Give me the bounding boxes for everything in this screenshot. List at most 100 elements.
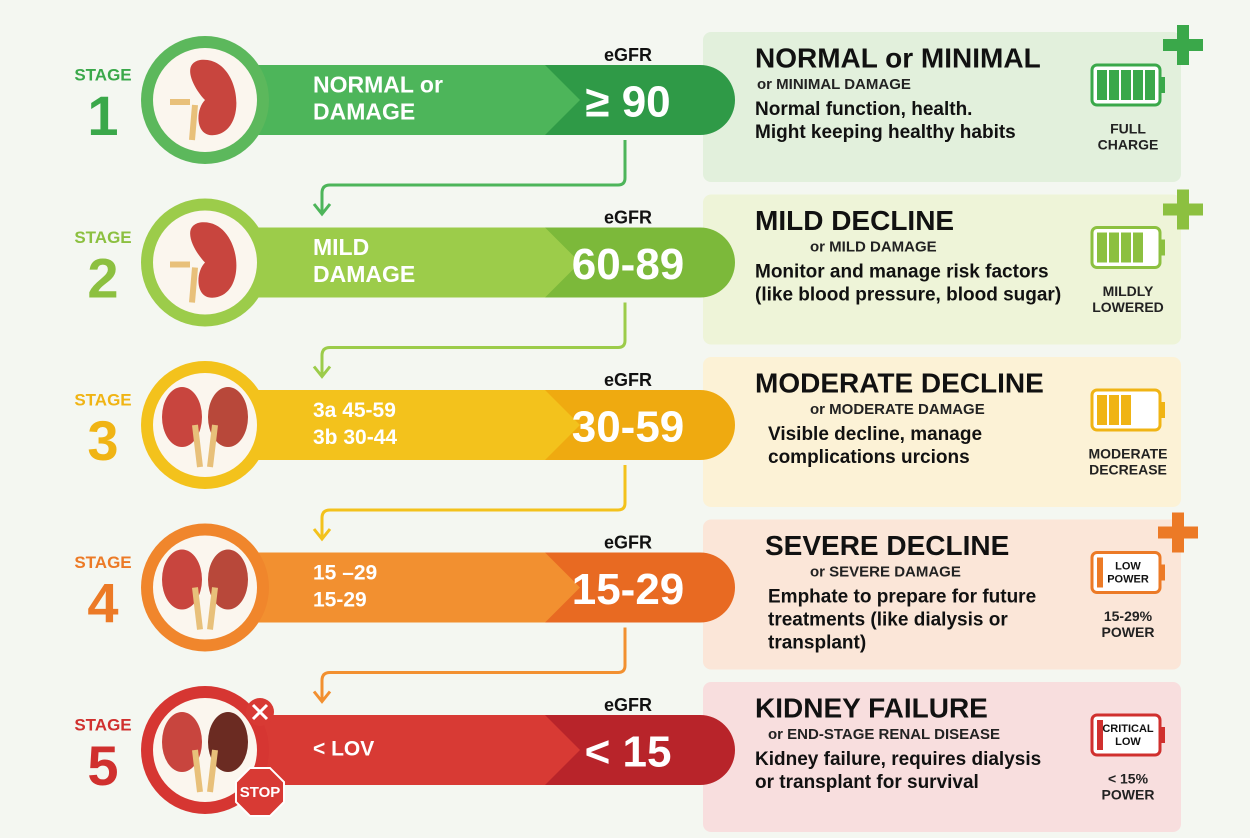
- connector-arrow: [312, 203, 332, 217]
- kidney-icon: [190, 59, 237, 136]
- stage-title: MODERATE DECLINE: [755, 367, 1044, 398]
- battery-status: MILDLY: [1103, 283, 1154, 299]
- stage-card: [703, 519, 1181, 670]
- kidney-icon: [162, 387, 202, 447]
- stage-description: Kidney failure, requires dialysis: [755, 749, 1041, 770]
- stage-subtitle: or SEVERE DAMAGE: [810, 563, 961, 580]
- stop-text: STOP: [240, 784, 281, 801]
- connector: [320, 627, 627, 700]
- battery-level: [1109, 70, 1119, 100]
- connector: [320, 465, 627, 537]
- stage-band: [240, 390, 580, 460]
- stage-label: STAGE: [74, 553, 131, 572]
- stage-band: [240, 552, 580, 623]
- battery-label: LOW: [1115, 560, 1141, 572]
- battery-status: DECREASE: [1089, 462, 1167, 478]
- egfr-label: eGFR: [604, 370, 652, 390]
- battery-tip: [1160, 402, 1165, 418]
- egfr-band: [540, 552, 735, 623]
- battery-status: POWER: [1102, 624, 1155, 640]
- battery-tip: [1160, 727, 1165, 743]
- band-text: NORMAL or: [313, 72, 443, 98]
- ureter: [170, 261, 198, 303]
- battery-level: [1145, 70, 1155, 100]
- battery-status: < 15%: [1108, 771, 1149, 787]
- battery-status: MODERATE: [1088, 446, 1167, 462]
- battery-level: [1121, 70, 1131, 100]
- stage-card: [703, 357, 1181, 507]
- stage-title: NORMAL or MINIMAL: [755, 42, 1041, 73]
- stage-number: 5: [87, 734, 118, 797]
- egfr-label: eGFR: [604, 207, 652, 227]
- plus-icon: [1158, 512, 1198, 553]
- egfr-label: eGFR: [604, 695, 652, 715]
- battery-level: [1109, 395, 1119, 425]
- stage-card: [703, 682, 1181, 832]
- egfr-label: eGFR: [604, 45, 652, 65]
- battery-tip: [1160, 564, 1165, 581]
- stage-label: STAGE: [74, 65, 131, 84]
- egfr-value: 15-29: [572, 565, 685, 614]
- battery-label: CRITICAL: [1102, 723, 1154, 735]
- stage-subtitle: or MINIMAL DAMAGE: [757, 76, 911, 93]
- stage-description: complications urcions: [768, 447, 970, 468]
- battery-status: 15-29%: [1104, 608, 1153, 624]
- stage-band: [240, 65, 580, 135]
- ureter: [192, 424, 218, 468]
- battery-level: [1097, 720, 1103, 750]
- stage-title: MILD DECLINE: [755, 205, 954, 236]
- stage-description: Monitor and manage risk factors: [755, 262, 1049, 283]
- stage-description: or transplant for survival: [755, 772, 979, 793]
- battery-tip: [1160, 77, 1165, 93]
- fail-x: [251, 703, 269, 721]
- stage-subtitle: or MODERATE DAMAGE: [810, 401, 985, 418]
- kidney-icon: [162, 712, 202, 772]
- stage-number: 2: [87, 246, 118, 309]
- band-text: < LOV: [313, 738, 374, 761]
- stage-description: Emphate to prepare for future: [768, 587, 1036, 608]
- stop-sign: [234, 766, 286, 818]
- stage-label: STAGE: [74, 715, 131, 734]
- stage-description: (like blood pressure, blood sugar): [755, 285, 1061, 306]
- kidney-icon: [162, 549, 202, 610]
- battery-tip: [1160, 239, 1165, 256]
- egfr-value: < 15: [585, 728, 672, 777]
- egfr-label: eGFR: [604, 532, 652, 552]
- band-text: 3a 45-59: [313, 399, 396, 422]
- band-text: DAMAGE: [313, 99, 415, 125]
- battery-level: [1097, 557, 1103, 588]
- battery-label: POWER: [1107, 573, 1149, 585]
- stage-description: Visible decline, manage: [768, 424, 982, 445]
- battery-level: [1097, 395, 1107, 425]
- kidney-icon: [208, 549, 248, 610]
- kidney-icon: [208, 712, 248, 772]
- battery-status: CHARGE: [1098, 137, 1159, 153]
- battery-status: FULL: [1110, 121, 1146, 137]
- plus-icon: [1163, 189, 1203, 230]
- stage-title: SEVERE DECLINE: [765, 530, 1009, 561]
- egfr-band: [540, 390, 735, 460]
- egfr-band: [540, 715, 735, 785]
- egfr-value: 60-89: [572, 240, 685, 289]
- ureter: [192, 587, 218, 630]
- ureter: [170, 99, 198, 141]
- band-text: DAMAGE: [313, 261, 415, 287]
- connector-arrow: [312, 690, 332, 704]
- stage-number: 1: [87, 84, 118, 147]
- stage-card: [703, 194, 1181, 345]
- kidney-icon: [208, 387, 248, 447]
- stage-number: 3: [87, 409, 118, 472]
- battery-status: POWER: [1102, 787, 1155, 803]
- egfr-band: [540, 65, 735, 135]
- stage-label: STAGE: [74, 228, 131, 247]
- battery-level: [1109, 232, 1119, 263]
- battery-level: [1133, 232, 1143, 263]
- connector-arrow: [312, 528, 332, 542]
- plus-icon: [1163, 25, 1203, 65]
- stage-description: Might keeping healthy habits: [755, 122, 1016, 143]
- band-text: 3b 30-44: [313, 426, 397, 449]
- egfr-band: [540, 227, 735, 298]
- band-text: 15-29: [313, 589, 367, 612]
- stage-subtitle: or END-STAGE RENAL DISEASE: [768, 726, 1000, 743]
- stage-number: 4: [87, 571, 118, 634]
